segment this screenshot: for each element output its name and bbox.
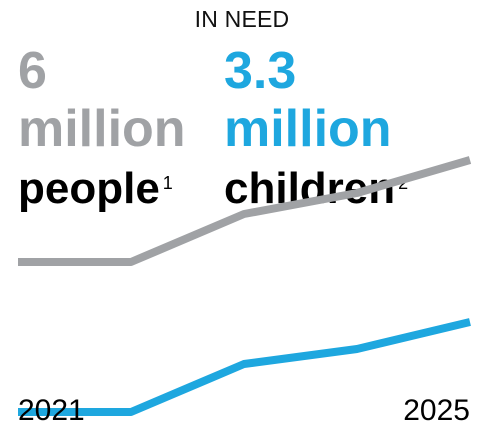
children-series-line <box>18 318 471 416</box>
children-value: 3.3 <box>224 42 297 100</box>
series-layer <box>18 156 472 416</box>
people-label: people 1 <box>18 160 186 218</box>
chart-title: IN NEED <box>194 6 290 32</box>
x-tick-2025: 2025 <box>403 394 470 427</box>
people-footnote: 1 <box>162 173 173 193</box>
x-tick-2021: 2021 <box>18 394 85 427</box>
people-noun: people <box>18 164 160 213</box>
people-value: 6 <box>18 42 47 100</box>
people-in-need-stat: 6 million people 1 <box>18 42 186 218</box>
children-unit: million <box>224 100 392 158</box>
people-unit: million <box>18 100 186 158</box>
people-series-line <box>18 156 472 266</box>
